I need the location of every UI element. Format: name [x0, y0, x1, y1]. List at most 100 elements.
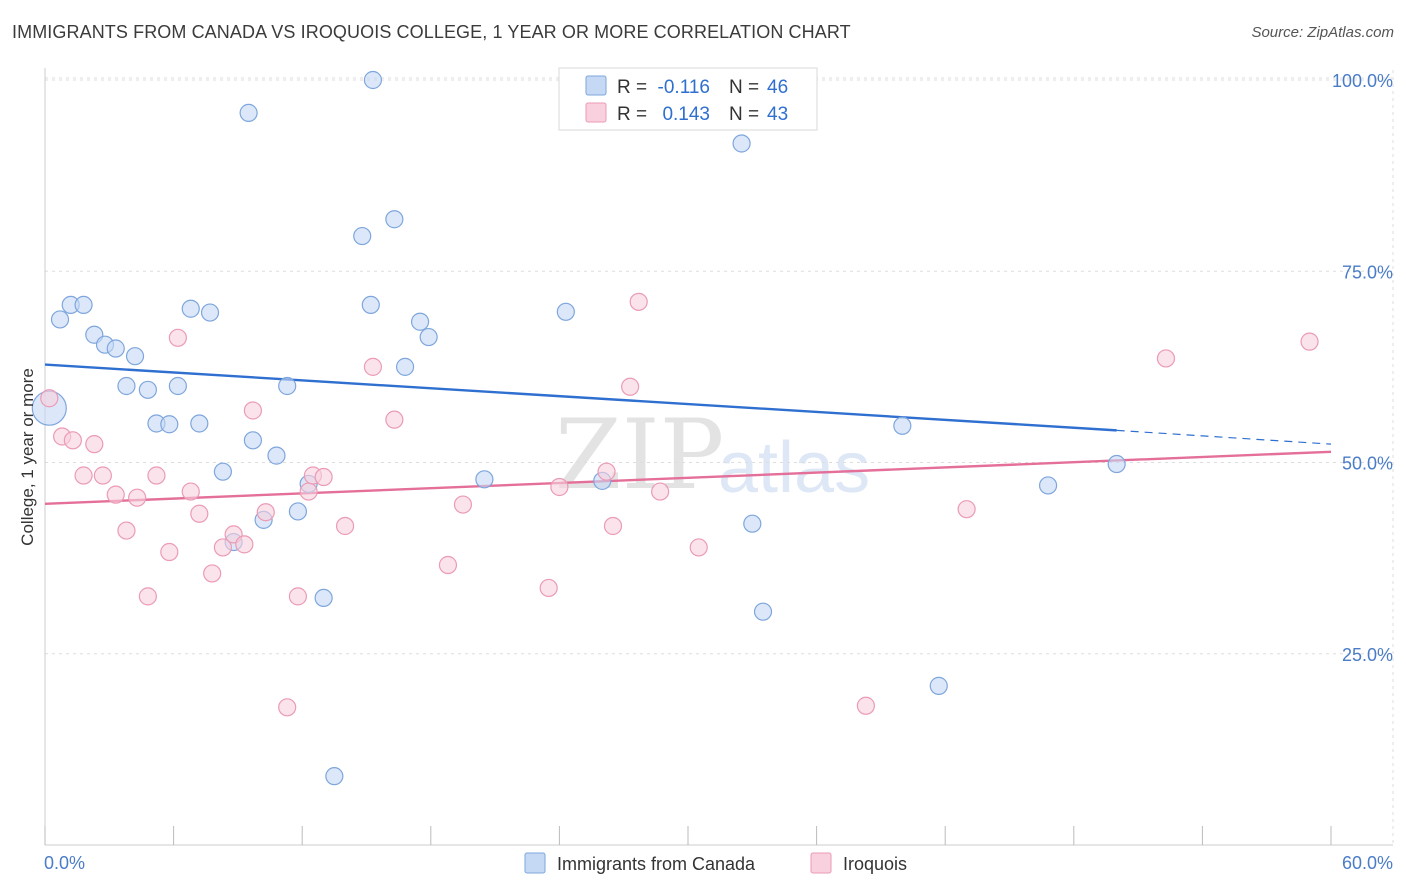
data-point-canada — [929, 676, 948, 695]
legend-swatch-pink — [585, 102, 607, 123]
data-point-iroquois — [363, 357, 383, 376]
x-tick-label-max: 60.0% — [1342, 853, 1393, 873]
series-legend-label-blue: Immigrants from Canada — [557, 854, 756, 874]
data-point-iroquois — [40, 389, 59, 408]
data-point-iroquois — [299, 482, 318, 501]
data-point-iroquois — [1156, 349, 1176, 368]
legend-r-value-1: -0.116 — [658, 77, 710, 98]
data-point-iroquois — [213, 538, 232, 557]
stats-legend: R = -0.116 N = 46 R = 0.143 N = 43 — [558, 67, 818, 131]
data-point-canada — [181, 299, 200, 318]
data-point-iroquois — [256, 503, 275, 522]
data-point-canada — [239, 103, 258, 122]
data-point-iroquois — [147, 466, 166, 485]
data-point-iroquois — [128, 488, 147, 507]
data-point-iroquois — [243, 401, 263, 420]
data-point-canada — [363, 70, 383, 90]
y-tick-label: 100.0% — [1332, 71, 1393, 91]
legend-n-label-1: N = — [729, 77, 759, 98]
data-point-canada — [893, 416, 912, 435]
data-point-canada — [74, 295, 93, 315]
y-tick-label: 75.0% — [1342, 262, 1393, 282]
axes: 25.0% 50.0% 75.0% 100.0% — [44, 68, 1393, 846]
data-point-iroquois — [1300, 332, 1319, 351]
data-point-canada — [278, 376, 297, 396]
data-point-iroquois — [181, 482, 200, 501]
data-point-iroquois — [597, 462, 616, 481]
data-point-canada — [732, 134, 751, 153]
data-point-canada — [160, 415, 179, 434]
legend-r-label-2: R = — [617, 104, 647, 125]
watermark-atlas: atlas — [718, 428, 870, 508]
data-point-canada — [125, 347, 145, 366]
y-tick-label: 50.0% — [1342, 454, 1393, 474]
data-point-iroquois — [957, 500, 976, 519]
legend-n-value-1: 46 — [767, 77, 788, 98]
data-point-canada — [267, 446, 286, 465]
data-point-iroquois — [235, 535, 254, 554]
data-point-canada — [1038, 476, 1058, 495]
trend-line-canada — [44, 363, 1117, 432]
data-point-iroquois — [335, 516, 355, 536]
data-point-canada — [106, 339, 125, 358]
trend-line-canada-extension — [1116, 429, 1332, 445]
data-point-canada — [743, 514, 762, 533]
data-point-canada — [410, 312, 430, 331]
data-point-iroquois — [74, 466, 93, 485]
data-point-iroquois — [629, 292, 648, 311]
data-point-canada — [475, 470, 494, 489]
x-tick-label-min: 0.0% — [44, 853, 85, 873]
series-legend-swatch-pink — [810, 852, 832, 874]
data-point-canada — [138, 380, 157, 399]
chart-title: IMMIGRANTS FROM CANADA VS IROQUOIS COLLE… — [12, 22, 851, 42]
y-tick-label: 25.0% — [1342, 645, 1393, 665]
data-point-canada — [361, 295, 380, 315]
data-point-canada — [117, 376, 136, 396]
data-point-canada — [395, 357, 415, 376]
data-point-iroquois — [85, 435, 104, 454]
legend-n-label-2: N = — [729, 104, 759, 125]
data-point-iroquois — [160, 542, 179, 562]
data-point-iroquois — [651, 482, 670, 501]
series-legend-swatch-blue — [524, 852, 546, 874]
data-point-iroquois — [385, 410, 404, 429]
series-legend: Immigrants from Canada Iroquois — [524, 852, 907, 874]
data-point-iroquois — [550, 477, 569, 497]
data-point-canada — [190, 414, 209, 433]
data-point-canada — [1107, 454, 1126, 474]
data-point-iroquois — [106, 485, 125, 504]
data-point-canada — [213, 462, 232, 481]
source-credit: Source: ZipAtlas.com — [1251, 24, 1394, 41]
data-point-iroquois — [190, 504, 209, 523]
data-points — [31, 70, 1319, 786]
data-point-canada — [353, 226, 372, 246]
data-point-iroquois — [539, 578, 558, 598]
data-point-iroquois — [203, 564, 222, 583]
watermark-zip: ZIP — [555, 399, 724, 511]
data-point-canada — [288, 502, 308, 521]
data-point-iroquois — [453, 495, 473, 514]
data-point-canada — [556, 302, 575, 321]
data-point-canada — [325, 767, 344, 786]
data-point-iroquois — [63, 431, 82, 450]
data-point-canada — [50, 310, 70, 329]
data-point-iroquois — [93, 466, 112, 485]
data-point-iroquois — [314, 467, 333, 487]
data-point-canada — [419, 327, 438, 347]
legend-swatch-blue — [585, 75, 607, 96]
data-point-iroquois — [278, 698, 297, 717]
data-point-iroquois — [168, 328, 187, 347]
data-point-iroquois — [856, 696, 875, 715]
data-point-iroquois — [117, 521, 136, 540]
data-point-iroquois — [621, 377, 640, 396]
legend-r-value-2: 0.143 — [662, 104, 710, 125]
data-point-canada — [243, 431, 263, 450]
data-point-iroquois — [438, 555, 458, 575]
legend-r-label-1: R = — [617, 77, 647, 98]
y-axis-title: College, 1 year or more — [18, 368, 37, 546]
data-point-canada — [753, 602, 773, 621]
data-point-iroquois — [603, 516, 623, 536]
series-legend-label-pink: Iroquois — [843, 854, 907, 874]
data-point-canada — [168, 376, 187, 396]
